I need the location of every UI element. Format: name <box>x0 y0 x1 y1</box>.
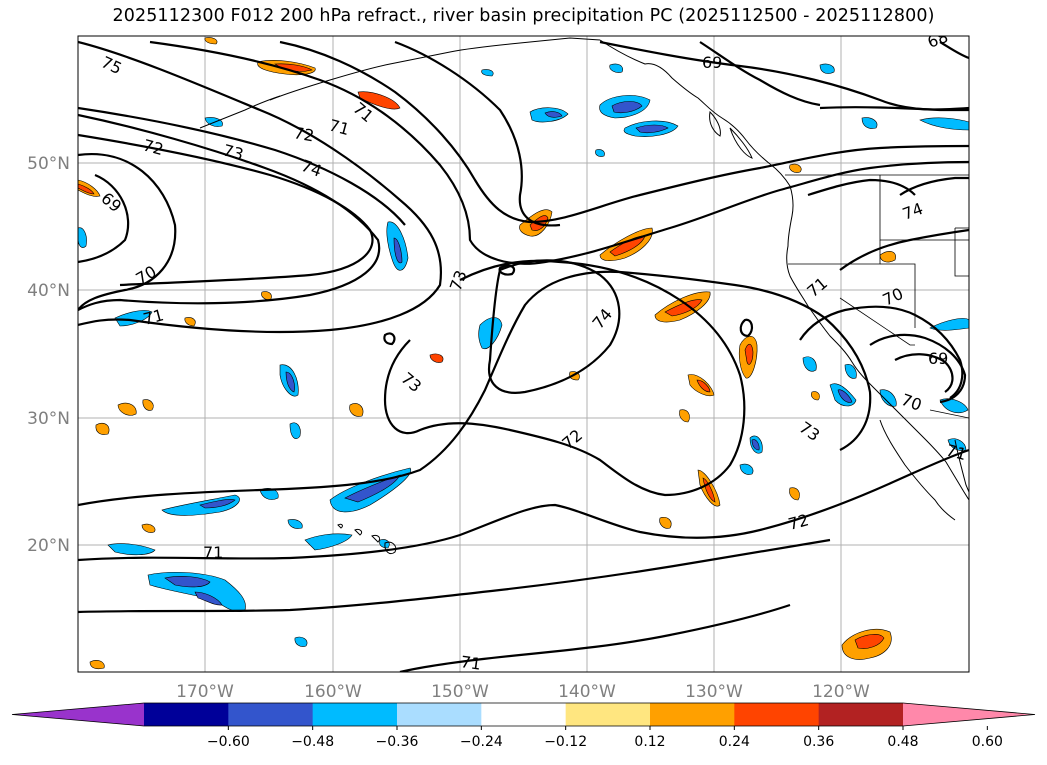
map-frame <box>77 35 970 673</box>
colorbar-tick-label: −0.12 <box>544 734 587 750</box>
contour-label: 71 <box>141 305 166 329</box>
contour-label: 69 <box>702 53 722 72</box>
latitude-labels: 50°N 40°N 30°N 20°N <box>27 154 70 556</box>
contour-label: 71 <box>327 116 352 140</box>
contour-label: 71 <box>203 543 223 562</box>
coastlines <box>199 37 969 555</box>
lon-label: 160°W <box>304 682 362 702</box>
lat-label: 50°N <box>27 154 70 174</box>
colorbar-tick-label: −0.24 <box>460 734 503 750</box>
colorbar-tick-label: −0.60 <box>207 734 250 750</box>
colorbar-segment <box>144 703 229 726</box>
colorbar-tick-label: 0.24 <box>719 734 750 750</box>
precip-shading <box>78 37 969 670</box>
lat-label: 30°N <box>27 409 70 429</box>
colorbar-segment <box>312 703 398 726</box>
longitude-labels: 170°W 160°W 150°W 140°W 130°W 120°W <box>176 682 870 702</box>
colorbar-extend-high <box>903 703 1035 726</box>
graticule <box>78 36 969 672</box>
contour-label: 72 <box>141 136 166 160</box>
refractivity-contours <box>78 40 969 672</box>
colorbar-segment <box>734 703 820 726</box>
colorbar-tick-label: 0.60 <box>972 734 1003 750</box>
lat-label: 20°N <box>27 536 70 556</box>
colorbar-tick-label: 0.36 <box>803 734 834 750</box>
colorbar-tick-label: 0.12 <box>634 734 665 750</box>
lon-label: 170°W <box>176 682 234 702</box>
colorbar: −0.60 −0.48 −0.36 −0.24 −0.12 0.12 0.24 0.36 0.4… <box>11 702 1036 750</box>
lon-label: 130°W <box>685 682 743 702</box>
contour-label: 69 <box>928 349 948 368</box>
political-borders <box>785 174 969 419</box>
contour-label: 71 <box>459 652 482 674</box>
contour-label: 72 <box>786 510 811 534</box>
colorbar-outline <box>11 702 1036 727</box>
colorbar-segment <box>481 703 567 726</box>
colorbar-segment <box>397 703 482 726</box>
lat-label: 40°N <box>27 281 70 301</box>
colorbar-segment <box>565 703 651 726</box>
colorbar-extend-low <box>12 703 144 726</box>
contour-label: 72 <box>292 123 315 145</box>
map-area <box>78 36 969 672</box>
colorbar-segment <box>228 703 314 726</box>
contour-label: 71 <box>944 441 969 465</box>
lon-label: 140°W <box>558 682 616 702</box>
colorbar-segment <box>650 703 735 726</box>
colorbar-tick-label: 0.48 <box>887 734 918 750</box>
map-title: 2025112300 F012 200 hPa refract., river … <box>112 6 935 26</box>
contour-label: 73 <box>221 141 246 165</box>
lon-label: 120°W <box>812 682 870 702</box>
lon-label: 150°W <box>431 682 489 702</box>
colorbar-segment <box>818 703 904 726</box>
colorbar-tick-label: −0.36 <box>376 734 419 750</box>
colorbar-tick-label: −0.48 <box>291 734 334 750</box>
